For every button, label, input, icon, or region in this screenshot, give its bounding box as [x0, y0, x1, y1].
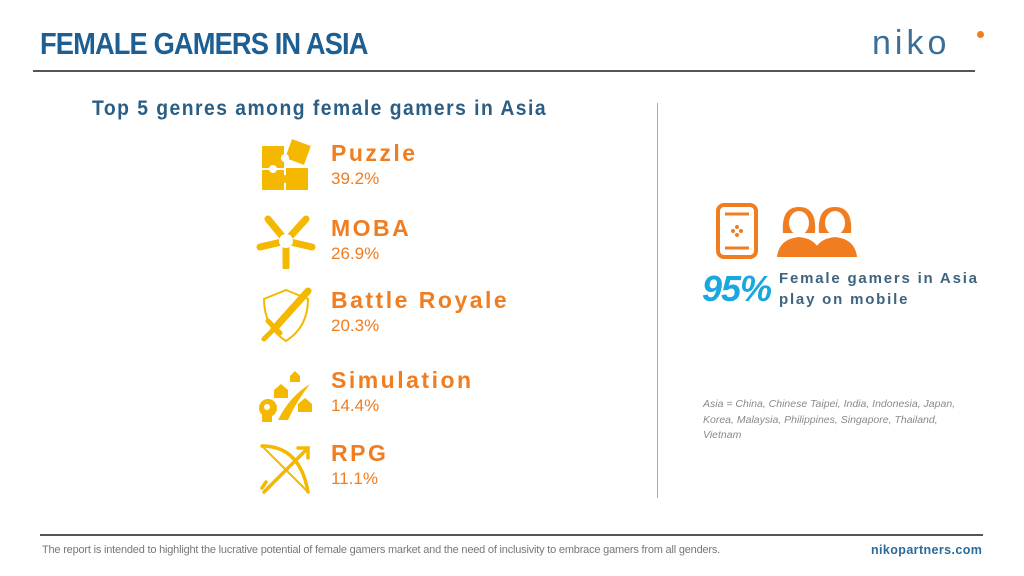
logo-dot: [977, 31, 984, 38]
section-subtitle: Top 5 genres among female gamers in Asia: [92, 97, 548, 120]
header-divider: [33, 70, 975, 72]
niko-logo: niko: [872, 24, 951, 62]
genre-percent: 26.9%: [331, 244, 380, 263]
page-title: FEMALE GAMERS IN ASIA: [40, 26, 368, 61]
puzzle-icon: [262, 139, 311, 190]
genre-name: Puzzle: [331, 140, 418, 166]
genre-percent: 39.2%: [331, 169, 380, 188]
mobile-phone-icon: [716, 203, 758, 259]
genre-name: Simulation: [331, 367, 474, 393]
genre-percent: 11.1%: [331, 469, 378, 488]
mobile-caption: Female gamers in Asia play on mobile: [779, 268, 979, 310]
vertical-divider: [657, 103, 658, 498]
asia-definition-note: Asia = China, Chinese Taipei, India, Ind…: [703, 398, 956, 441]
genre-battle-royale: Battle Royale 20.3%: [331, 287, 509, 336]
genre-moba: MOBA 26.9%: [331, 215, 411, 264]
footer-divider: [40, 534, 983, 536]
genre-name: Battle Royale: [331, 287, 510, 313]
genre-percent: 14.4%: [331, 396, 380, 415]
genre-simulation: Simulation 14.4%: [331, 367, 474, 416]
bow-arrow-icon: [260, 444, 310, 494]
genre-name: RPG: [331, 440, 389, 466]
genre-puzzle: Puzzle 39.2%: [331, 140, 418, 189]
genre-rpg: RPG 11.1%: [331, 440, 388, 489]
website-link[interactable]: nikopartners.com: [871, 543, 983, 557]
footer-disclaimer: The report is intended to highlight the …: [42, 544, 721, 556]
mobile-caption-line2: play on mobile: [779, 291, 910, 308]
genre-percent: 20.3%: [331, 316, 380, 335]
women-icon: [777, 207, 857, 257]
shield-sword-icon: [261, 287, 312, 343]
genre-name: MOBA: [331, 215, 412, 241]
mobile-caption-line1: Female gamers in Asia: [779, 270, 979, 287]
hands-icon: [256, 215, 316, 269]
mobile-percent: 95%: [702, 268, 772, 309]
simulation-icon: [259, 371, 312, 422]
